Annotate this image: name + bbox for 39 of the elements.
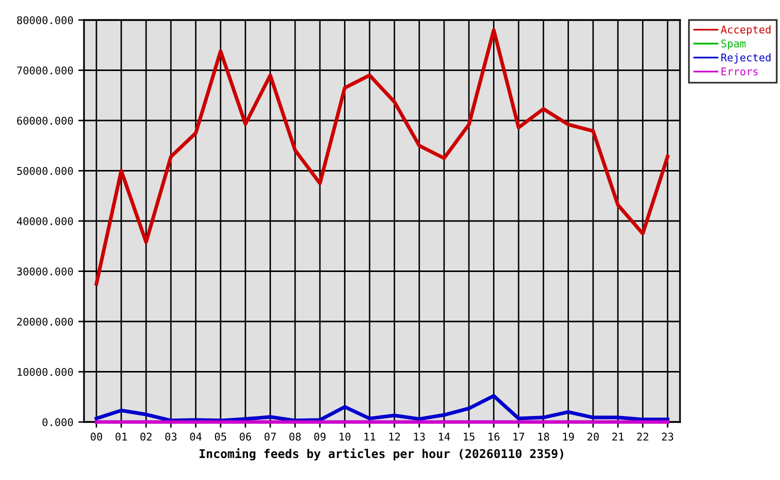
x-tick-label: 01 [116, 432, 127, 441]
x-tick-label: 04 [190, 432, 202, 441]
x-tick-label: 18 [538, 432, 550, 441]
x-tick-label: 00 [90, 432, 102, 441]
x-tick-label: 02 [140, 432, 152, 441]
line-series [94, 28, 670, 286]
legend-label: Spam [721, 39, 746, 50]
x-tick-label: 13 [414, 432, 425, 441]
x-tick-label: 06 [240, 432, 252, 441]
x-tick-label: 07 [264, 432, 276, 441]
y-tick-label: 20000.000 [17, 318, 73, 326]
x-tick-label: 21 [612, 432, 624, 440]
x-tick-label: 12 [389, 432, 400, 440]
y-tick-label: 60000.000 [17, 116, 73, 125]
x-tick-label: 23 [662, 432, 674, 441]
y-tick-label: 50000.000 [17, 166, 73, 175]
x-tick-label: 16 [488, 432, 500, 441]
legend-label: Rejected [721, 53, 770, 64]
x-tick-label: 17 [513, 432, 524, 440]
y-tick-label: 80000.000 [17, 16, 73, 24]
x-tick-label: 10 [340, 432, 350, 441]
x-tick-label: 22 [637, 432, 648, 440]
x-tick-label: 15 [464, 432, 474, 441]
x-tick-label: 19 [563, 432, 574, 441]
y-tick-label: 0.000 [42, 418, 73, 426]
y-tick-label: 30000.000 [17, 267, 73, 276]
y-tick-label: 70000.000 [17, 66, 73, 74]
x-tick-label: 05 [214, 432, 226, 441]
y-tick-label: 10000.000 [18, 368, 73, 376]
x-tick-label: 03 [165, 432, 176, 441]
legend-label: Errors [722, 68, 758, 76]
legend-label: Accepted [720, 25, 770, 36]
x-tick-label: 14 [438, 432, 450, 440]
x-tick-label: 11 [364, 432, 376, 440]
y-tick-label: 40000.000 [16, 217, 73, 226]
x-tick-label: 09 [314, 432, 326, 441]
x-axis-title: Incoming feeds by articles per hour (20260110 2359) [200, 448, 564, 460]
x-tick-label: 20 [588, 432, 599, 441]
x-tick-label: 08 [289, 432, 301, 441]
